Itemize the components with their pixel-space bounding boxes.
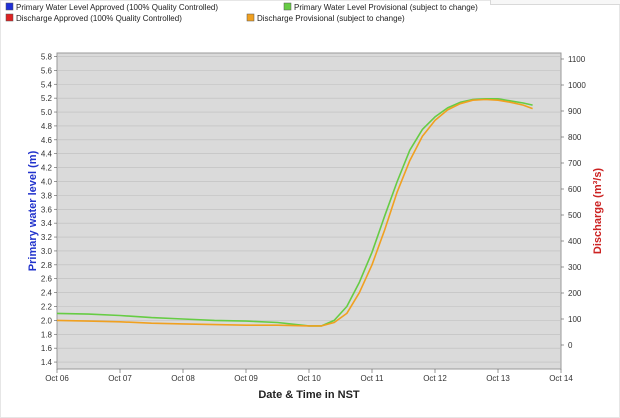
y-axis-left-label: Primary water level (m) — [27, 150, 39, 271]
y-tick-left-label: 5.0 — [41, 108, 53, 117]
y-tick-left-label: 3.2 — [41, 233, 53, 242]
y-tick-left-label: 4.2 — [41, 164, 53, 173]
x-tick-label: Oct 11 — [361, 374, 385, 383]
legend-entry: Primary Water Level Approved (100% Quali… — [16, 3, 218, 12]
legend-swatch — [283, 2, 292, 11]
legend-swatch — [5, 2, 14, 11]
y-tick-right-label: 600 — [568, 185, 582, 194]
y-tick-right-label: 400 — [568, 237, 582, 246]
y-tick-right-label: 700 — [568, 159, 582, 168]
y-tick-left-label: 4.6 — [41, 136, 53, 145]
y-tick-left-label: 1.8 — [41, 330, 53, 339]
y-axis-left-ticks: 1.4 1.6 1.8 2.0 2.2 2.4 2.6 2.8 3.0 3.2 3.4 3.6 3.8 4… — [41, 52, 57, 367]
x-tick-label: Oct 09 — [234, 374, 258, 383]
y-tick-left-label: 2.0 — [41, 316, 53, 325]
series-lines — [56, 98, 533, 327]
legend-entry: Discharge Approved (100% Quality Control… — [16, 14, 182, 23]
x-tick-label: Oct 12 — [423, 374, 447, 383]
x-tick-label: Oct 13 — [486, 374, 510, 383]
y-tick-left-label: 1.4 — [41, 358, 53, 367]
y-axis-right-ticks: 0 100 200 300 400 500 600 700 800 900 1000 1100 — [561, 55, 586, 350]
top-scroll-tab — [490, 0, 620, 5]
series-line — [56, 98, 533, 327]
y-tick-left-label: 5.2 — [41, 94, 53, 103]
y-tick-left-label: 3.4 — [41, 219, 53, 228]
y-tick-left-label: 4.0 — [41, 177, 53, 186]
y-tick-right-label: 800 — [568, 133, 582, 142]
x-axis-label: Date & Time in NST — [258, 389, 360, 401]
x-tick-label: Oct 14 — [549, 374, 573, 383]
y-tick-right-label: 100 — [568, 315, 582, 324]
y-tick-left-label: 2.4 — [41, 289, 53, 298]
y-tick-left-label: 5.8 — [41, 52, 53, 61]
y-tick-left-label: 2.8 — [41, 261, 53, 270]
y-tick-left-label: 3.0 — [41, 247, 53, 256]
y-tick-right-label: 300 — [568, 263, 582, 272]
y-tick-right-label: 0 — [568, 341, 573, 350]
x-tick-label: Oct 07 — [108, 374, 132, 383]
y-tick-left-label: 4.4 — [41, 150, 53, 159]
x-tick-label: Oct 06 — [45, 374, 69, 383]
y-tick-right-label: 500 — [568, 211, 582, 220]
y-tick-left-label: 1.6 — [41, 344, 53, 353]
y-tick-left-label: 5.6 — [41, 66, 53, 75]
legend-swatch — [246, 13, 255, 22]
y-tick-right-label: 1000 — [568, 81, 586, 90]
y-tick-right-label: 200 — [568, 289, 582, 298]
y-tick-left-label: 2.6 — [41, 275, 53, 284]
legend-entry: Discharge Provisional (subject to change… — [257, 14, 405, 23]
y-tick-right-label: 900 — [568, 107, 582, 116]
y-tick-left-label: 5.4 — [41, 80, 53, 89]
y-tick-left-label: 4.8 — [41, 122, 53, 131]
x-tick-label: Oct 10 — [297, 374, 321, 383]
legend: Primary Water Level Approved (100% Quali… — [5, 2, 478, 23]
y-tick-left-label: 2.2 — [41, 302, 53, 311]
y-tick-left-label: 3.6 — [41, 205, 53, 214]
y-tick-right-label: 1100 — [568, 55, 586, 64]
x-axis-ticks: Oct 06 Oct 07 Oct 08 Oct 09 Oct 10 Oct 11 Oct … — [45, 369, 573, 383]
x-tick-label: Oct 08 — [171, 374, 195, 383]
gridlines — [57, 56, 561, 363]
legend-swatch — [5, 13, 14, 22]
legend-entry: Primary Water Level Provisional (subject… — [294, 3, 478, 12]
y-tick-left-label: 3.8 — [41, 191, 53, 200]
y-axis-right-label: Discharge (m³/s) — [592, 168, 604, 255]
